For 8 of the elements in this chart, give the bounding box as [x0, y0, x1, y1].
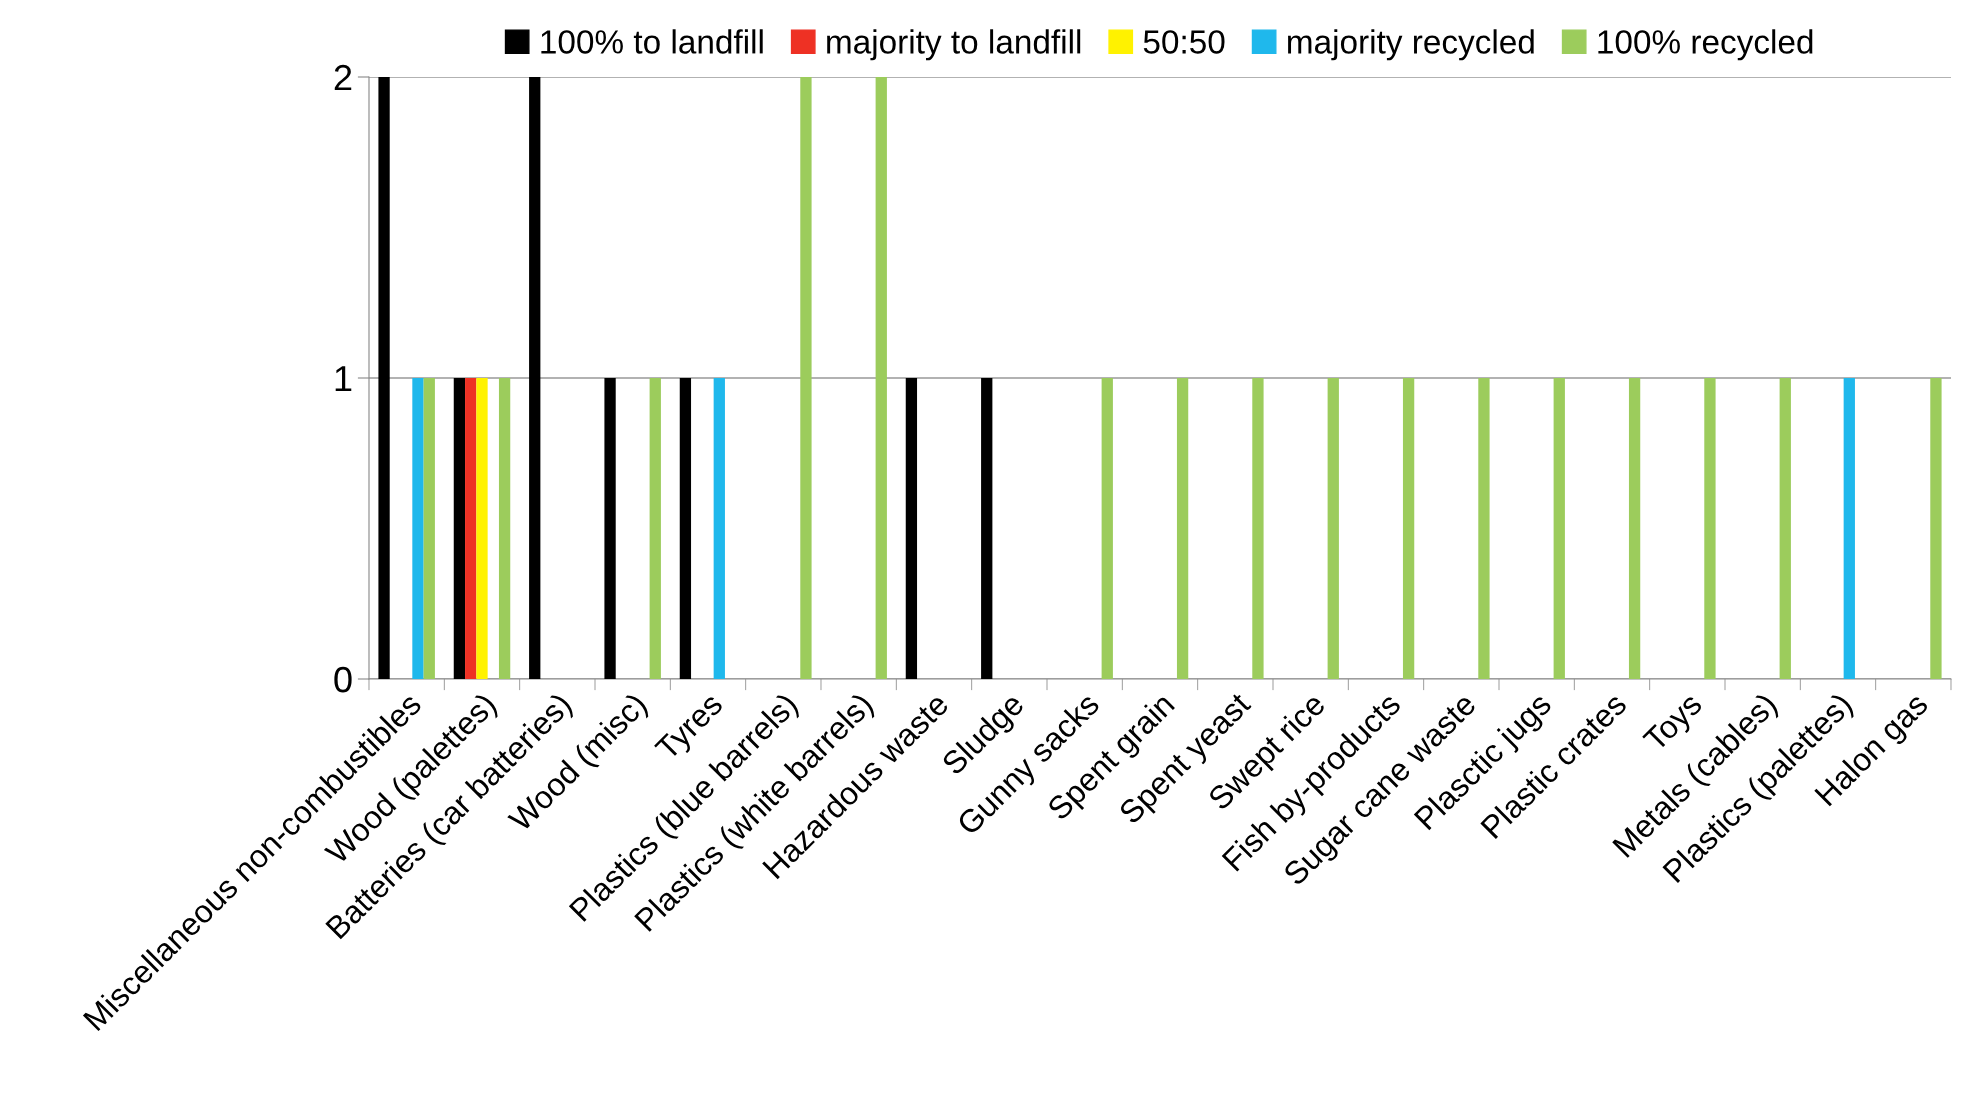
y-tick-label: 0: [334, 666, 352, 693]
legend-label: 50:50: [1143, 30, 1225, 54]
legend-label: majority recycled: [1288, 29, 1534, 61]
legend-label: majority to landfill: [827, 29, 1081, 61]
y-tick-label: 1: [335, 366, 352, 392]
y-tick-label: 2: [334, 64, 352, 91]
legend-label: 100% recycled: [1598, 29, 1813, 61]
legend-label: 100% to landfill: [541, 29, 763, 54]
